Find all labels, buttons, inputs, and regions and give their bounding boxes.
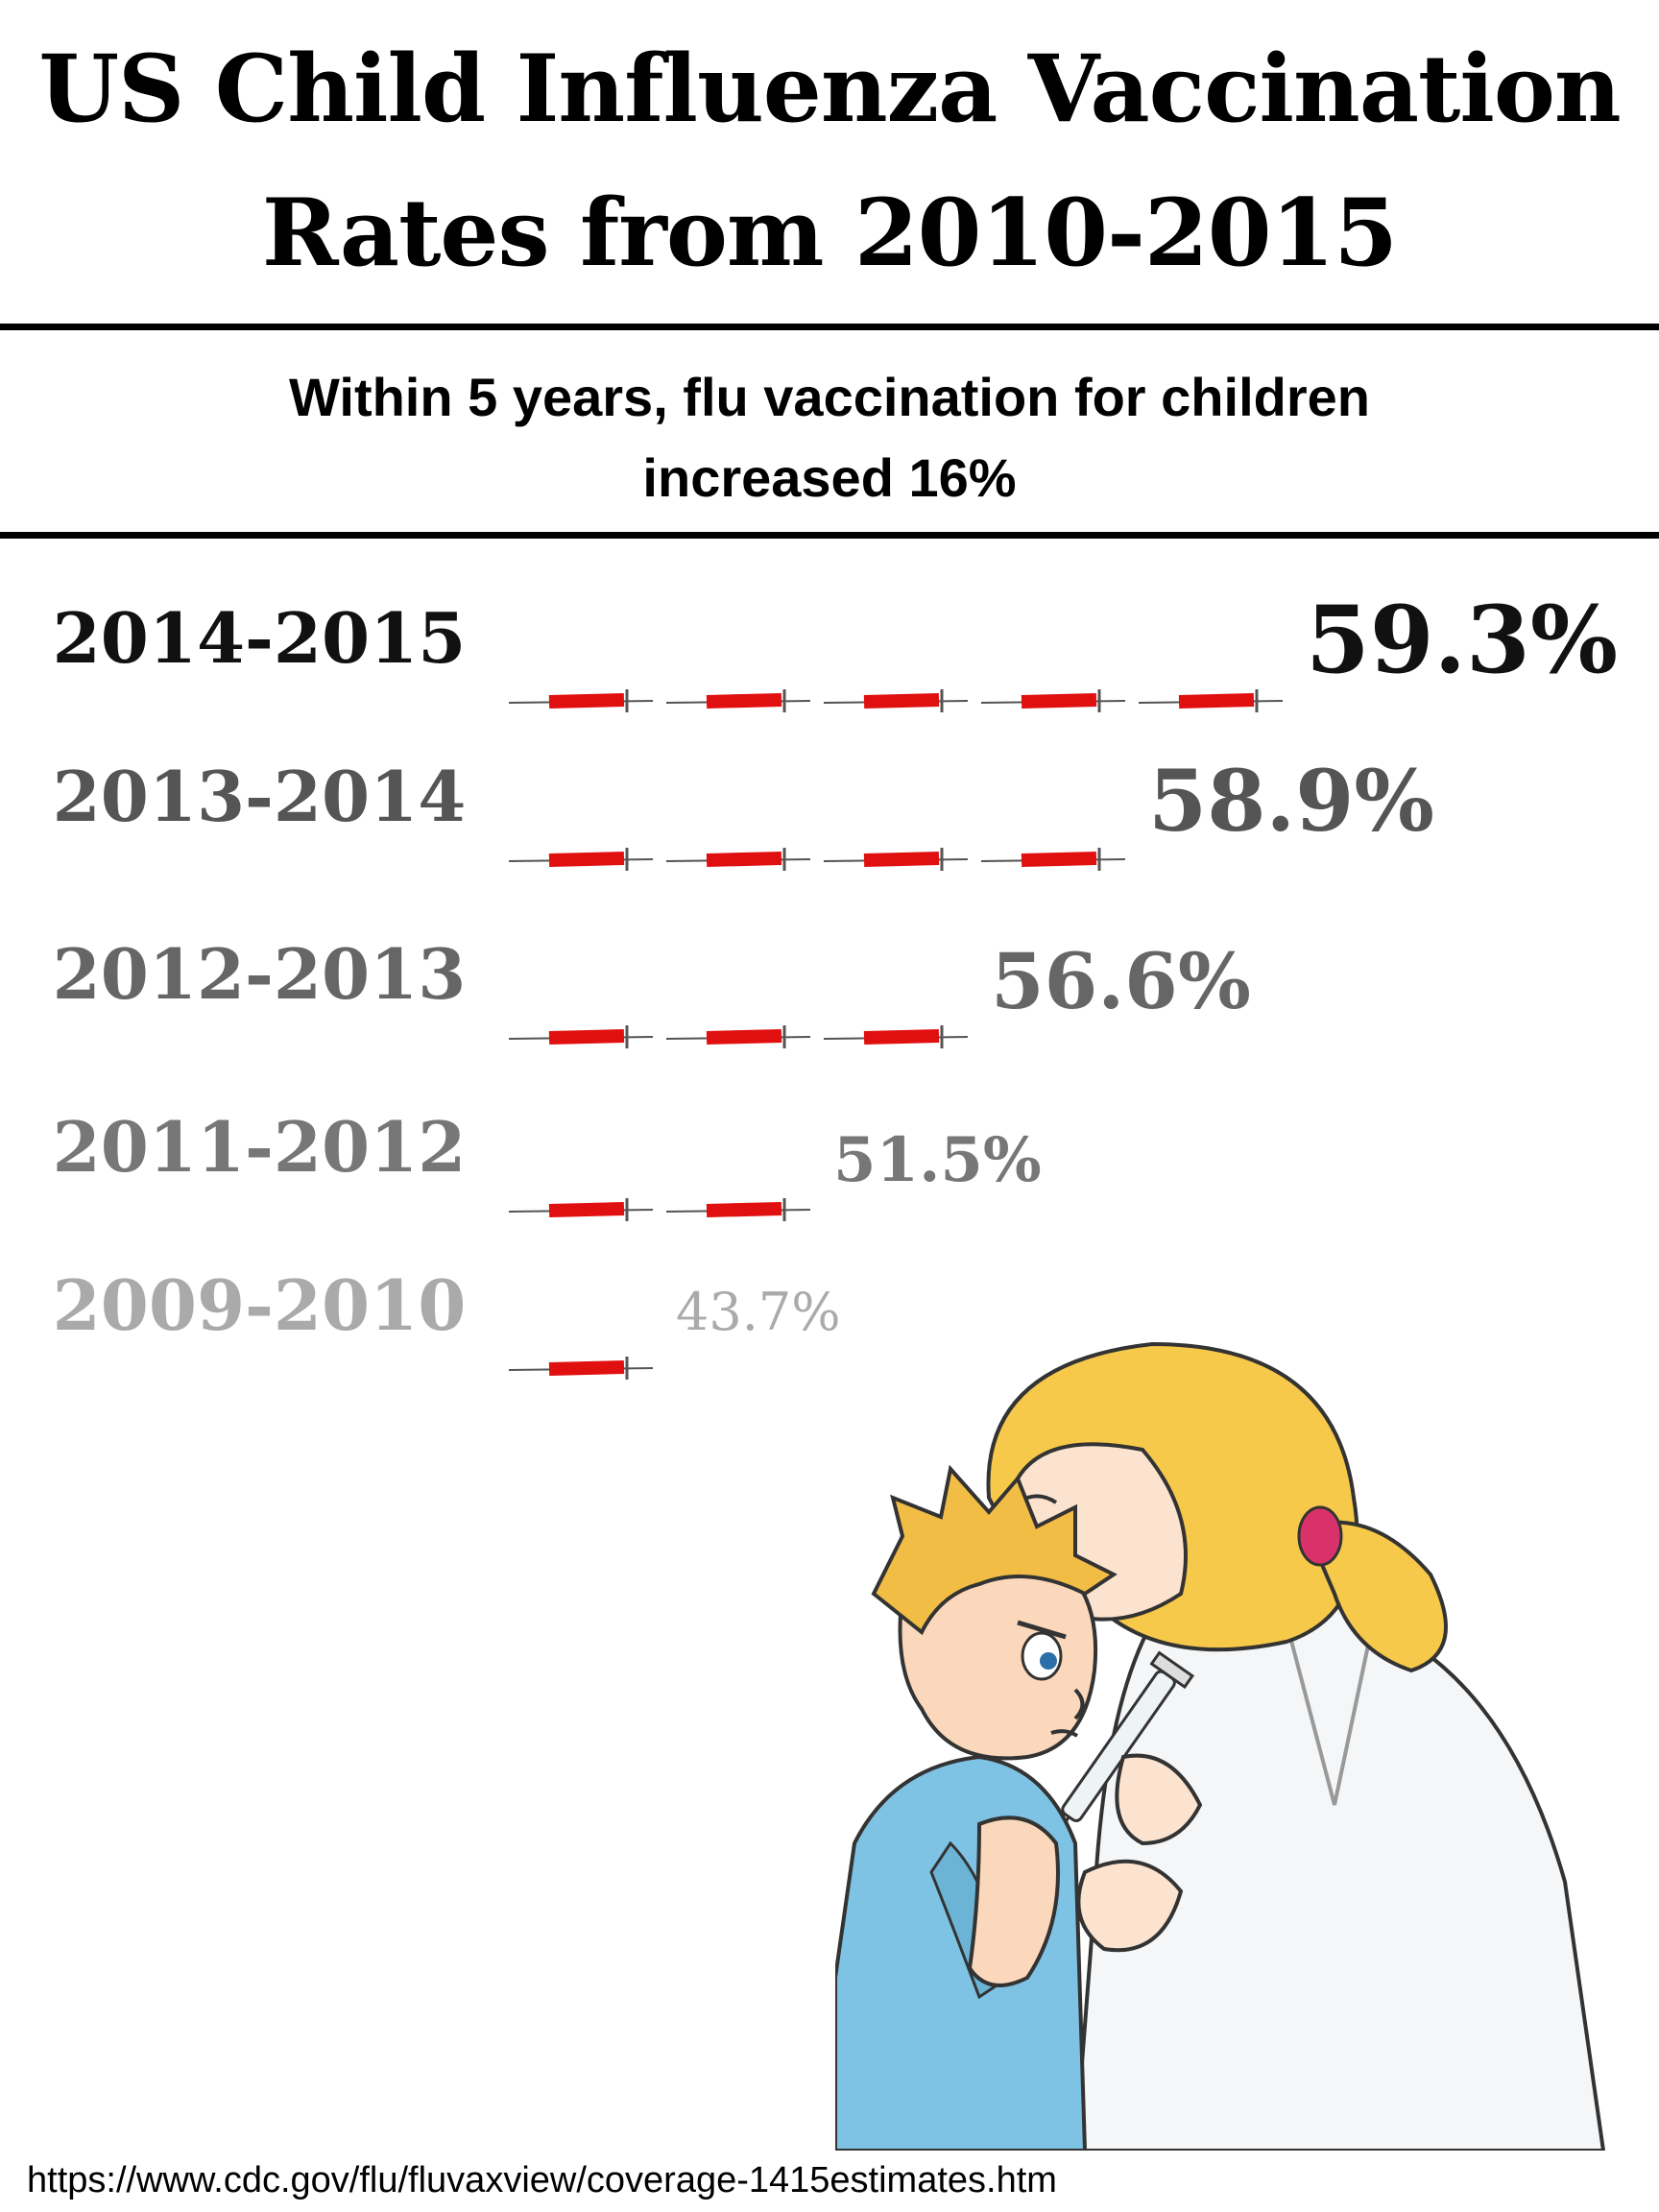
syringe-icon [1138, 689, 1284, 712]
bottom-divider [0, 532, 1659, 539]
syringe-icon [980, 848, 1126, 871]
category-label: 2014-2015 [53, 597, 467, 679]
syringe-icon [508, 1198, 654, 1221]
syringe-icon [823, 689, 969, 712]
pictograph-chart: 2014-2015 59.3% 2013-2014 58.9% 2012-2013 56.… [53, 586, 1618, 1380]
syringe-icon [823, 1025, 969, 1048]
value-label: 58.9% [1148, 751, 1434, 851]
category-label: 2009-2010 [53, 1264, 467, 1346]
page-title: US Child Influenza Vaccination Rates fro… [0, 17, 1659, 305]
title-line-1: US Child Influenza Vaccination [38, 35, 1621, 143]
syringe-icon [508, 689, 654, 712]
syringe-icon [980, 689, 1126, 712]
value-label: 56.6% [991, 936, 1251, 1026]
syringe-icon [823, 848, 969, 871]
top-divider [0, 324, 1659, 330]
chart-subtitle: Within 5 years, flu vaccination for chil… [0, 357, 1659, 518]
subtitle-line-1: Within 5 years, flu vaccination for chil… [289, 367, 1370, 427]
syringe-icon [508, 848, 654, 871]
category-label: 2012-2013 [53, 933, 467, 1015]
category-label: 2011-2012 [53, 1106, 467, 1188]
syringe-icon [665, 1198, 811, 1221]
title-line-2: Rates from 2010-2015 [261, 179, 1398, 287]
value-label: 43.7% [676, 1282, 841, 1342]
subtitle-line-2: increased 16% [642, 447, 1017, 508]
syringe-icon [508, 1357, 654, 1380]
syringe-icon [665, 848, 811, 871]
syringe-icon [508, 1025, 654, 1048]
nurse-vaccinating-child-illustration [835, 1341, 1606, 2151]
source-url[interactable]: https://www.cdc.gov/flu/fluvaxview/cover… [27, 2160, 1057, 2200]
value-label: 59.3% [1306, 586, 1618, 694]
category-label: 2013-2014 [53, 756, 467, 837]
syringe-icon [665, 1025, 811, 1048]
syringe-icon [665, 689, 811, 712]
value-label: 51.5% [833, 1124, 1042, 1196]
